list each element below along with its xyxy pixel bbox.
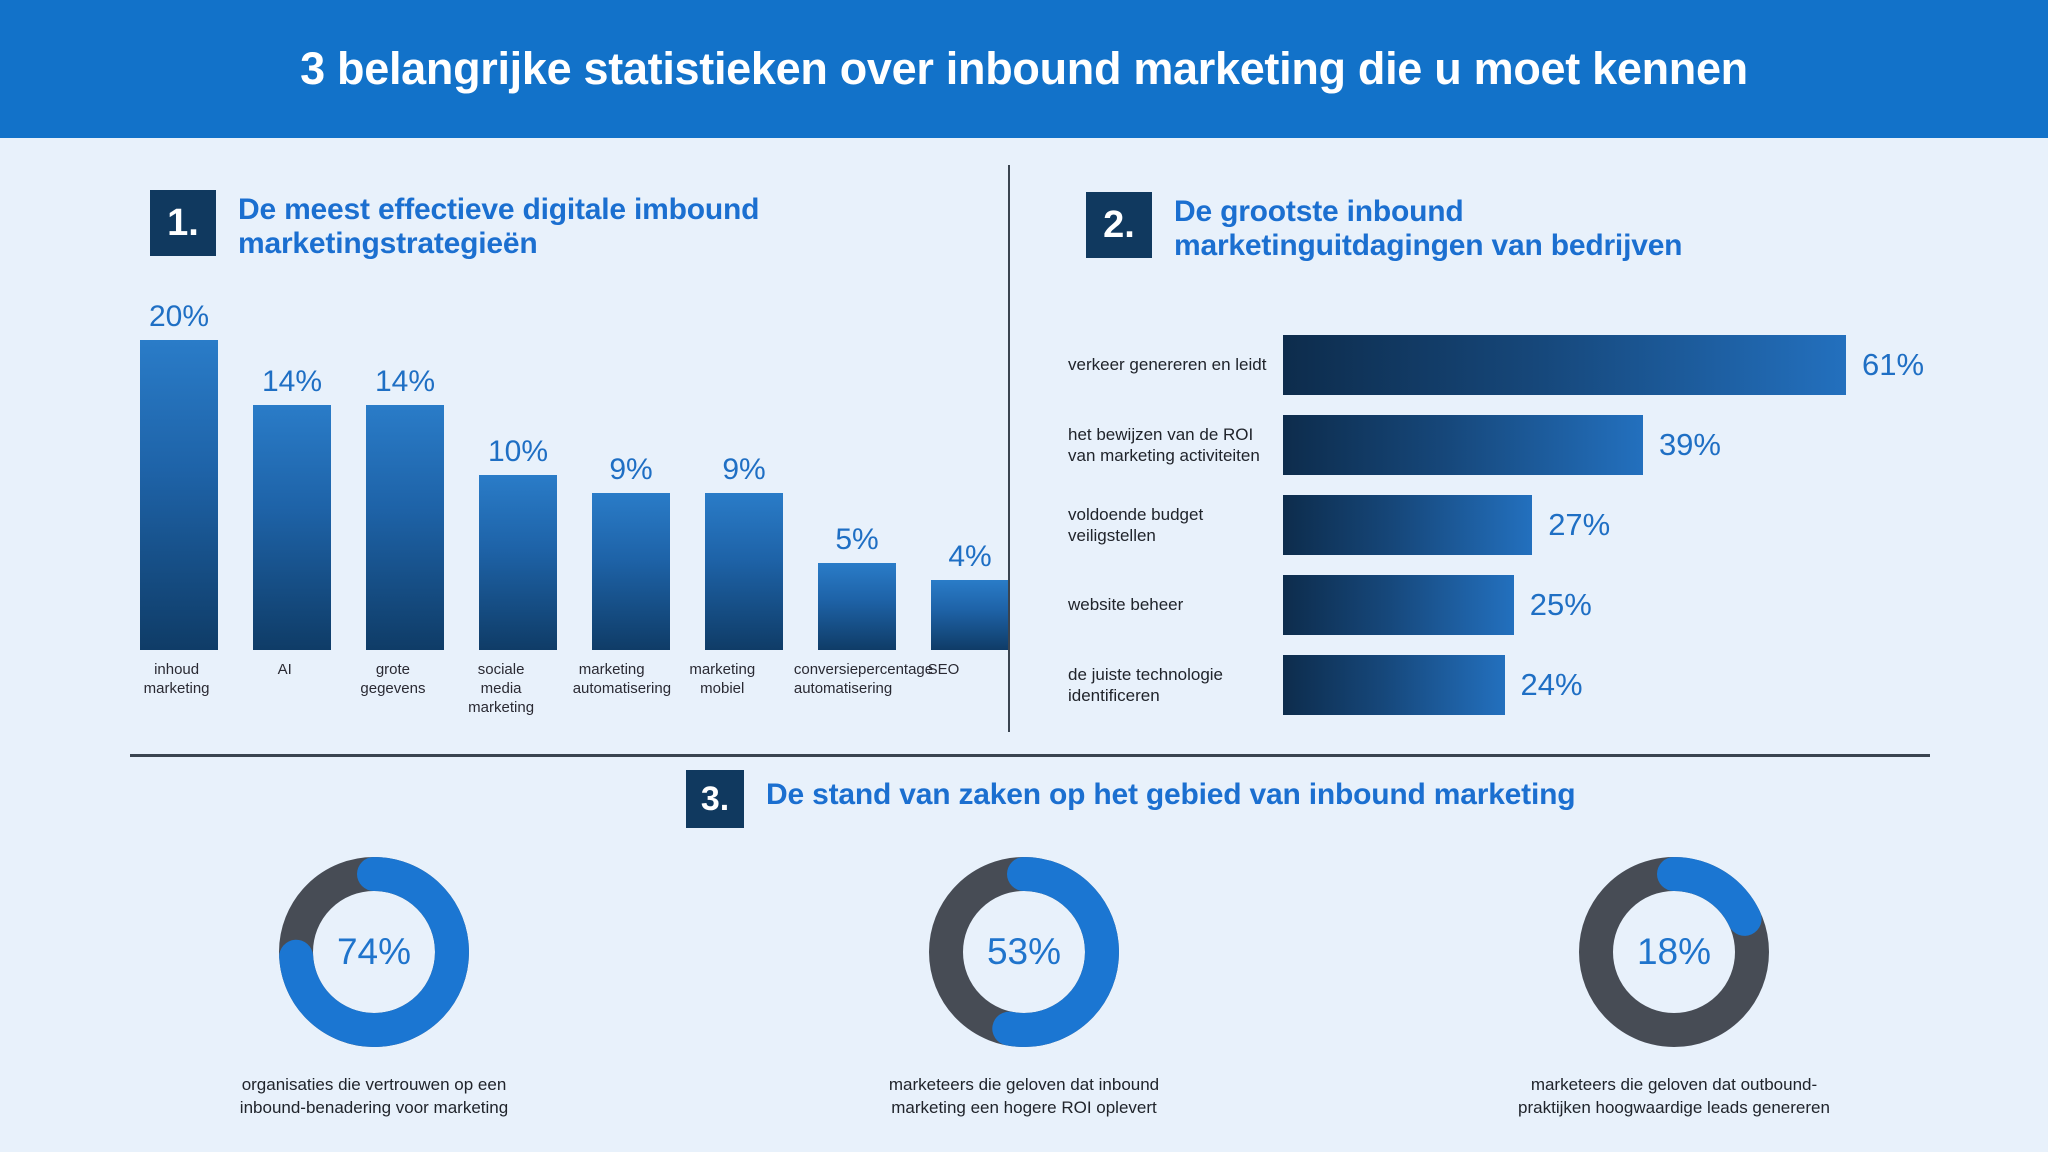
donut-caption: organisaties die vertrouwen op een inboun… xyxy=(240,1074,508,1120)
donut-ring: 53% xyxy=(924,852,1124,1052)
horizontal-bar-label: website beheer xyxy=(1068,595,1184,615)
vertical-bar-chart-labels: inhoud marketing AI grote gegevens sociale … xyxy=(140,660,980,718)
vertical-bar-column: 10% xyxy=(479,300,557,650)
vertical-bar-label: sociale media marketing xyxy=(468,661,535,717)
horizontal-bar-track: 25% xyxy=(1283,575,2028,635)
vertical-bar-label: AI xyxy=(277,661,292,678)
vertical-bar xyxy=(140,340,218,650)
horizontal-bar-label: verkeer genereren en leidt xyxy=(1068,355,1267,375)
horizontal-bar-value: 25% xyxy=(1529,587,1592,622)
vertical-bar xyxy=(253,405,331,650)
donut-ring: 18% xyxy=(1574,852,1774,1052)
section-one: 1. De meest effectieve digitale imbound … xyxy=(0,0,1020,760)
vertical-bar xyxy=(592,492,670,650)
horizontal-bar-value: 24% xyxy=(1520,667,1583,702)
vertical-bar xyxy=(479,475,557,650)
vertical-bar xyxy=(931,580,1009,650)
page-header: 3 belangrijke statistieken over inbound … xyxy=(0,0,2048,138)
vertical-bar-label: marketing mobiel xyxy=(689,661,756,698)
vertical-bar-value: 5% xyxy=(835,522,879,556)
section-three-heading: 3. De stand van zaken op het gebied van … xyxy=(686,770,1576,828)
donut-ring: 74% xyxy=(274,852,474,1052)
donut-caption-line2: marketing een hogere ROI oplevert xyxy=(891,1097,1157,1117)
horizontal-bar-value: 27% xyxy=(1548,507,1611,542)
donut-value: 18% xyxy=(1636,931,1712,972)
vertical-bar-label: conversiepercentage automatisering xyxy=(793,661,934,698)
horizontal-bar-label: het bewijzen van de ROI van marketing ac… xyxy=(1068,424,1260,465)
vertical-bar-column: 20% xyxy=(140,300,218,650)
horizontal-bar-row: website beheer 25% xyxy=(1068,575,2028,635)
vertical-bar-label: inhoud marketing xyxy=(143,661,210,698)
vertical-bar-value: 14% xyxy=(261,365,323,398)
horizontal-bar-row: verkeer genereren en leidt 61% xyxy=(1068,335,2028,395)
donut-caption-line2: praktijken hoogwaardige leads genereren xyxy=(1518,1097,1830,1117)
horizontal-bar xyxy=(1283,415,1643,475)
vertical-bar-column: 14% xyxy=(366,300,444,650)
horizontal-bar-chart: verkeer genereren en leidt 61% het bewijze… xyxy=(1068,335,2028,735)
horizontal-bar-row: het bewijzen van de ROI van marketing ac… xyxy=(1068,415,2028,475)
vertical-bar-label: SEO xyxy=(927,661,960,678)
vertical-bar-column: 14% xyxy=(253,300,331,650)
donut-caption-line1: organisaties die vertrouwen op een xyxy=(241,1075,507,1094)
horizontal-bar xyxy=(1283,575,1514,635)
vertical-bar xyxy=(818,562,896,650)
horizontal-bar xyxy=(1283,655,1505,715)
section-one-heading: 1. De meest effectieve digitale imbound … xyxy=(150,190,759,260)
vertical-bar-value: 10% xyxy=(487,435,549,468)
section-two-title-line1: De grootste inbound xyxy=(1174,195,1464,228)
section-two-badge: 2. xyxy=(1086,192,1152,258)
vertical-divider xyxy=(1008,165,1010,732)
horizontal-bar-track: 27% xyxy=(1283,495,2028,555)
donut-cell: 53% marketeers die geloven dat inbound mar… xyxy=(814,852,1234,1120)
vertical-bar-column: 4% xyxy=(931,300,1009,650)
horizontal-bar-value: 39% xyxy=(1658,427,1721,462)
donut-caption: marketeers die geloven dat inbound market… xyxy=(889,1074,1159,1120)
horizontal-bar-track: 24% xyxy=(1283,655,2028,715)
donut-value: 53% xyxy=(986,931,1062,972)
vertical-bar-value: 9% xyxy=(722,452,766,486)
horizontal-bar-value: 61% xyxy=(1862,347,1925,382)
donut-caption-line1: marketeers die geloven dat inbound xyxy=(888,1075,1160,1094)
horizontal-bar-track: 39% xyxy=(1283,415,2028,475)
donut-caption-line1: marketeers die geloven dat outbound- xyxy=(1530,1075,1818,1094)
vertical-bar xyxy=(705,492,783,650)
donut-cell: 18% marketeers die geloven dat outbound-p… xyxy=(1464,852,1884,1120)
vertical-bar-value: 14% xyxy=(374,365,436,398)
donut-cell: 74% organisaties die vertrouwen op een inb… xyxy=(164,852,584,1120)
section-three-badge: 3. xyxy=(686,770,744,828)
horizontal-bar-row: de juiste technologie identificeren 24% xyxy=(1068,655,2028,715)
vertical-bar-value: 4% xyxy=(948,540,992,573)
vertical-bar xyxy=(366,405,444,650)
vertical-bar-column: 9% xyxy=(592,300,670,650)
horizontal-bar-label: voldoende budget veiligstellen xyxy=(1068,504,1204,545)
section-two: 2. De grootste inbound marketinguitdagin… xyxy=(1020,0,2048,760)
vertical-bar-label: marketing automatisering xyxy=(572,661,672,698)
donut-caption-line2: inbound-benadering voor marketing xyxy=(239,1097,509,1117)
horizontal-bar xyxy=(1283,335,1846,395)
donut-caption: marketeers die geloven dat outbound-prak… xyxy=(1518,1074,1830,1120)
section-one-badge: 1. xyxy=(150,190,216,256)
horizontal-bar-row: voldoende budget veiligstellen 27% xyxy=(1068,495,2028,555)
page-title: 3 belangrijke statistieken over inbound … xyxy=(300,43,1748,94)
vertical-bar-column: 9% xyxy=(705,300,783,650)
section-three-title: De stand van zaken op het gebied van inb… xyxy=(766,778,1576,811)
vertical-bar-value: 20% xyxy=(148,300,210,333)
donut-value: 74% xyxy=(336,931,412,972)
vertical-bar-value: 9% xyxy=(609,452,653,486)
section-two-title-line2: marketinguitdagingen van bedrijven xyxy=(1174,228,1683,262)
section-two-title: De grootste inbound marketinguitdagingen… xyxy=(1174,192,1683,262)
section-one-title: De meest effectieve digitale imbound mar… xyxy=(238,190,759,260)
section-two-heading: 2. De grootste inbound marketinguitdagin… xyxy=(1086,192,1683,262)
section-one-title-line1: De meest effectieve digitale imbound xyxy=(238,193,760,226)
horizontal-bar-track: 61% xyxy=(1283,335,2028,395)
horizontal-bar xyxy=(1283,495,1533,555)
vertical-bar-column: 5% xyxy=(818,300,896,650)
section-one-title-line2: marketingstrategieën xyxy=(238,226,538,260)
horizontal-bar-label: de juiste technologie identificeren xyxy=(1068,664,1224,705)
horizontal-divider xyxy=(130,754,1930,757)
donut-chart-group: 74% organisaties die vertrouwen op een inb… xyxy=(0,852,2048,1120)
vertical-bar-label: grote gegevens xyxy=(360,661,426,698)
vertical-bar-chart: 20% 14% 14% 10% 9% 9% 5% 4% xyxy=(140,300,1009,650)
